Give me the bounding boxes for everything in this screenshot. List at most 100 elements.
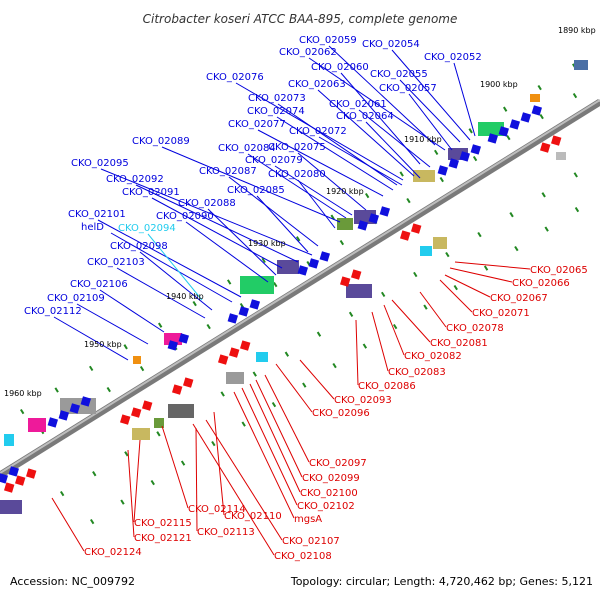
forward-gene-label[interactable]: CKO_02057 <box>379 83 437 94</box>
forward-gene-label[interactable]: CKO_02061 <box>329 99 387 110</box>
forward-gene-label[interactable]: CKO_02060 <box>311 62 369 73</box>
forward-gene-label[interactable]: CKO_02087 <box>199 166 257 177</box>
forward-gene-label[interactable]: CKO_02094 <box>118 223 176 234</box>
reverse-gene-label[interactable]: CKO_02078 <box>446 323 504 334</box>
forward-gene-arrow <box>487 133 498 144</box>
label-leader <box>110 232 233 303</box>
forward-gene-label[interactable]: CKO_02073 <box>248 93 306 104</box>
reverse-gene-label[interactable]: CKO_02065 <box>530 265 588 276</box>
forward-gene-label[interactable]: CKO_02085 <box>227 185 285 196</box>
forward-gene-label[interactable]: CKO_02095 <box>71 158 129 169</box>
label-leaders <box>51 45 531 556</box>
position-tick-label: 1960 kbp <box>4 389 42 398</box>
label-leader <box>449 267 513 283</box>
tick-dot <box>241 421 246 427</box>
reverse-gene-label[interactable]: CKO_02067 <box>490 293 548 304</box>
tick-dot <box>413 271 418 278</box>
forward-gene-label[interactable]: CKO_02063 <box>288 79 346 90</box>
reverse-gene-label[interactable]: CKO_02086 <box>358 381 416 392</box>
tick-dot <box>445 251 450 258</box>
forward-gene-label[interactable]: CKO_02059 <box>299 35 357 46</box>
reverse-gene-label[interactable]: mgsA <box>294 514 322 525</box>
reverse-gene-label[interactable]: CKO_02108 <box>274 551 332 562</box>
map-title: Citrobacter koseri ATCC BAA-895, complet… <box>143 12 458 26</box>
forward-gene-label[interactable]: CKO_02079 <box>245 155 303 166</box>
label-leader <box>213 411 225 516</box>
forward-gene-arrow <box>0 473 8 484</box>
forward-gene-label[interactable]: CKO_02112 <box>24 306 82 317</box>
label-leader <box>116 267 206 319</box>
reverse-gene-label[interactable]: CKO_02097 <box>309 458 367 469</box>
label-leader <box>161 146 341 223</box>
forward-gene-label[interactable]: CKO_02090 <box>156 211 214 222</box>
reverse-gene-label[interactable]: CKO_02114 <box>188 504 246 515</box>
forward-gene-arrow <box>69 403 80 414</box>
reverse-gene-label[interactable]: CKO_02093 <box>334 395 392 406</box>
label-leader <box>328 45 436 146</box>
tick-dot <box>393 323 398 330</box>
forward-gene-arrow <box>448 158 459 169</box>
forward-gene-label[interactable]: CKO_02054 <box>362 39 420 50</box>
forward-gene-label[interactable]: CKO_02064 <box>336 111 394 122</box>
forward-gene-label[interactable]: CKO_02077 <box>228 119 286 130</box>
forward-gene-label[interactable]: CKO_02080 <box>268 169 326 180</box>
forward-gene-label[interactable]: CKO_02062 <box>279 47 337 58</box>
forward-gene-label[interactable]: CKO_02103 <box>87 257 145 268</box>
label-leader <box>317 89 415 177</box>
tick-dot <box>503 106 508 112</box>
forward-gene-label[interactable]: CKO_02084 <box>218 143 276 154</box>
label-leader <box>135 184 299 263</box>
reverse-gene-label[interactable]: CKO_02082 <box>404 351 462 362</box>
reverse-gene-arrow <box>218 354 229 365</box>
forward-gene-arrow <box>319 251 330 262</box>
genome-summary: Topology: circular; Length: 4,720,462 bp… <box>290 575 593 588</box>
label-leader <box>151 197 283 269</box>
forward-gene-label[interactable]: CKO_02106 <box>70 279 128 290</box>
label-leader <box>419 291 447 328</box>
forward-gene-arrow <box>379 206 390 217</box>
forward-gene-label[interactable]: CKO_02098 <box>110 241 168 252</box>
forward-gene-label[interactable]: CKO_02072 <box>289 126 347 137</box>
reverse-gene-label[interactable]: CKO_02071 <box>472 308 530 319</box>
forward-gene-label[interactable]: CKO_02052 <box>424 52 482 63</box>
reverse-gene-label[interactable]: CKO_02124 <box>84 547 142 558</box>
forward-gene-label[interactable]: CKO_02109 <box>47 293 105 304</box>
forward-gene-label[interactable]: CKO_02075 <box>268 142 326 153</box>
reverse-gene-label[interactable]: CKO_02121 <box>134 533 192 544</box>
reverse-gene-arrow <box>540 142 551 153</box>
tick-dot <box>539 113 544 120</box>
forward-gene-arrow <box>238 306 249 317</box>
gene-feature <box>132 428 150 440</box>
reverse-gene-label[interactable]: CKO_02102 <box>297 501 355 512</box>
reverse-gene-label[interactable]: CKO_02096 <box>312 408 370 419</box>
position-labels: 1890 kbp 1900 kbp 1910 kbp 1920 kbp 1930 kbp… <box>4 26 596 398</box>
forward-gene-label[interactable]: CKO_02076 <box>206 72 264 83</box>
reverse-gene-arrow <box>4 482 15 493</box>
forward-gene-label[interactable]: CKO_02092 <box>106 174 164 185</box>
forward-gene-label[interactable]: helD <box>81 222 104 233</box>
tick-dot <box>226 279 232 285</box>
forward-gene-label[interactable]: CKO_02088 <box>178 198 236 209</box>
reverse-gene-label[interactable]: CKO_02100 <box>300 488 358 499</box>
forward-gene-label[interactable]: CKO_02089 <box>132 136 190 147</box>
reverse-gene-label[interactable]: CKO_02066 <box>512 278 570 289</box>
label-leader <box>192 423 275 556</box>
tick-dot <box>439 176 444 183</box>
position-tick-label: 1900 kbp <box>480 80 518 89</box>
gene-feature <box>4 434 14 446</box>
reverse-gene-label[interactable]: CKO_02113 <box>197 527 255 538</box>
reverse-gene-label[interactable]: CKO_02107 <box>282 536 340 547</box>
forward-gene-label[interactable]: CKO_02055 <box>370 69 428 80</box>
label-leader <box>355 319 359 386</box>
forward-gene-label[interactable]: CKO_02101 <box>68 209 126 220</box>
reverse-gene-label[interactable]: CKO_02081 <box>430 338 488 349</box>
reverse-gene-label[interactable]: CKO_02115 <box>134 518 192 529</box>
reverse-gene-label[interactable]: CKO_02083 <box>388 367 446 378</box>
forward-gene-label[interactable]: CKO_02074 <box>247 106 305 117</box>
label-leader <box>358 109 431 168</box>
forward-gene-label[interactable]: CKO_02091 <box>122 187 180 198</box>
reverse-gene-label[interactable]: CKO_02110 <box>224 511 282 522</box>
reverse-gene-label[interactable]: CKO_02099 <box>302 473 360 484</box>
gene-feature <box>164 333 182 345</box>
